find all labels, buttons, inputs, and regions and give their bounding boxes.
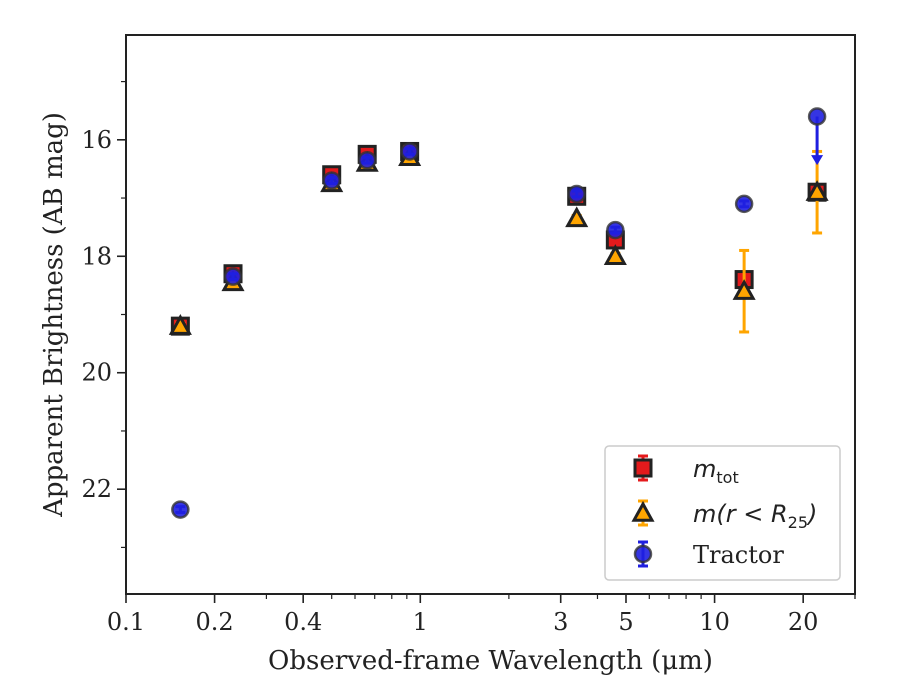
ticks-layer: 0.1 0.2 0.4 1 3 5 10 20 16 18 20 22 [81,80,856,636]
tractor-marker [400,142,419,161]
data-point [567,184,586,204]
data-point [807,107,827,166]
upper-limit-arrow [811,155,824,166]
x-tick-label: 0.1 [107,608,145,636]
tractor-marker [322,171,341,190]
y-tick-label: 22 [81,475,112,503]
legend-label: Tractor [693,541,784,569]
legend-m-tot-marker [633,458,653,478]
data-point [171,500,190,519]
data-point [734,194,754,214]
y-axis-label: Apparent Brightness (AB mag) [39,112,69,518]
legend-m-r-lt-r25-marker [631,500,655,522]
tractor-marker [734,194,754,214]
x-tick-label: 10 [699,608,730,636]
x-tick-label: 5 [618,608,633,636]
legend-item-m-r-lt-r25: m(r < R25) [631,499,817,532]
m-r-lt-r25-marker [565,206,589,228]
m-r-lt-r25-marker [805,180,829,201]
tractor-marker [807,107,827,126]
m-r-lt-r25-marker [603,244,627,265]
x-tick-label: 20 [788,608,819,636]
y-tick-label: 20 [81,359,112,387]
x-tick-label: 0.4 [284,608,322,636]
x-tick-label: 1 [413,608,428,636]
x-axis-label: Observed-frame Wavelength (μm) [268,646,713,676]
legend: mtot m(r < R25) Tractor [604,445,841,581]
m-r-lt-r25-marker [168,314,192,335]
y-tick-label: 16 [81,126,112,154]
legend-item-m-tot: mtot [633,454,739,487]
data-point [400,142,419,161]
legend-box [604,445,841,581]
data-point [603,244,627,265]
data-point [322,171,341,190]
tractor-marker [567,184,586,204]
series-tractor [171,107,827,519]
x-tick-label: 3 [553,608,568,636]
data-point [606,220,625,240]
data-marks-layer [168,107,829,519]
tractor-marker [223,267,243,286]
legend-tractor-marker [633,544,653,564]
data-point [732,248,756,334]
tractor-marker [171,500,190,519]
legend-items: mtot m(r < R25) Tractor [631,454,817,569]
legend-item-tractor: Tractor [633,540,784,569]
m-r-lt-r25-marker [732,279,756,300]
data-point [223,267,243,286]
tractor-marker [357,150,377,170]
x-tick-label: 0.2 [196,608,234,636]
data-point [168,314,192,335]
data-point [565,206,589,228]
data-point [357,150,377,170]
legend-label: mtot [693,455,739,487]
y-tick-label: 18 [81,242,112,270]
tractor-marker [606,220,625,240]
legend-label: m(r < R25) [693,500,817,532]
